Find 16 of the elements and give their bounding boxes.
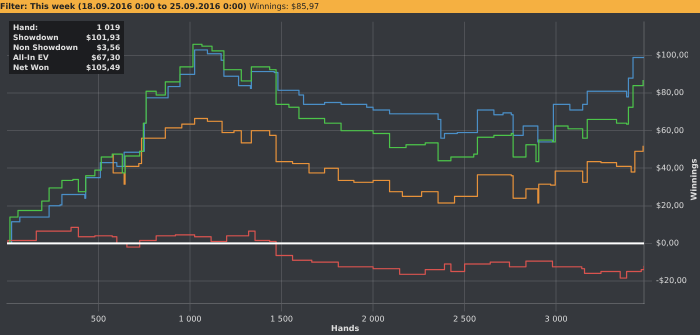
x-axis-title: Hands xyxy=(331,324,360,333)
chart-subtitle: Winnings: $85,97 xyxy=(248,2,320,11)
y-tick-label: $60,00 xyxy=(656,126,684,135)
y-tick-label: $20,00 xyxy=(656,200,684,210)
x-tick-label: 2 000 xyxy=(362,314,385,324)
x-tick-label: 2 500 xyxy=(453,314,476,324)
chart-title: Filter: This week (18.09.2016 0:00 to 25.09.2016 0:00) xyxy=(0,2,247,11)
x-tick-label: 3 000 xyxy=(544,314,568,324)
y-tick-label: $40,00 xyxy=(656,163,684,172)
x-tick-label: 500 xyxy=(90,314,106,324)
y-tick-label: $0,00 xyxy=(656,238,679,248)
y-tick-label: $80,00 xyxy=(656,88,684,98)
x-tick-label: 1 500 xyxy=(270,314,294,324)
y-axis-title: Winnings xyxy=(690,158,698,202)
x-tick-label: 1 000 xyxy=(178,314,202,324)
y-tick-label: -$20,00 xyxy=(656,276,687,285)
